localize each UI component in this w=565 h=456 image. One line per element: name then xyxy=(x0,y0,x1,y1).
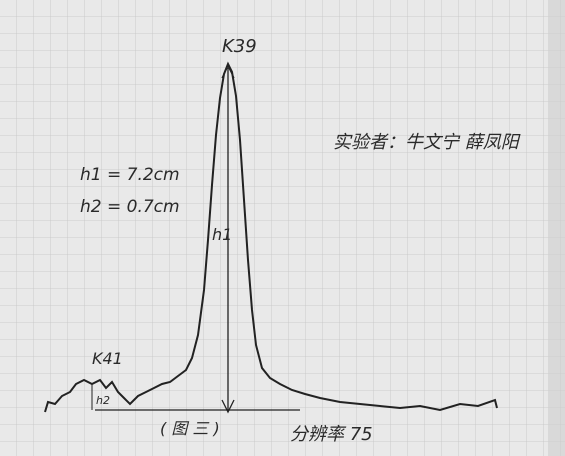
resolution-note: 分辨率 75 xyxy=(290,424,373,445)
experimenter: 实验者：牛文宁 薛凤阳 xyxy=(333,132,521,153)
peak-label: K41 xyxy=(92,349,123,368)
figure-label: ( 图 三 ) xyxy=(160,419,220,438)
height-note: h2 = 0.7cm xyxy=(80,197,180,217)
shadow xyxy=(548,0,565,456)
height-label: h1 xyxy=(212,225,232,244)
height-note: h1 = 7.2cm xyxy=(80,165,180,185)
height-label: h2 xyxy=(96,394,110,407)
peak-label: K39 xyxy=(222,36,257,57)
spectrum-curve xyxy=(44,61,498,413)
arrow-heads xyxy=(221,64,235,414)
